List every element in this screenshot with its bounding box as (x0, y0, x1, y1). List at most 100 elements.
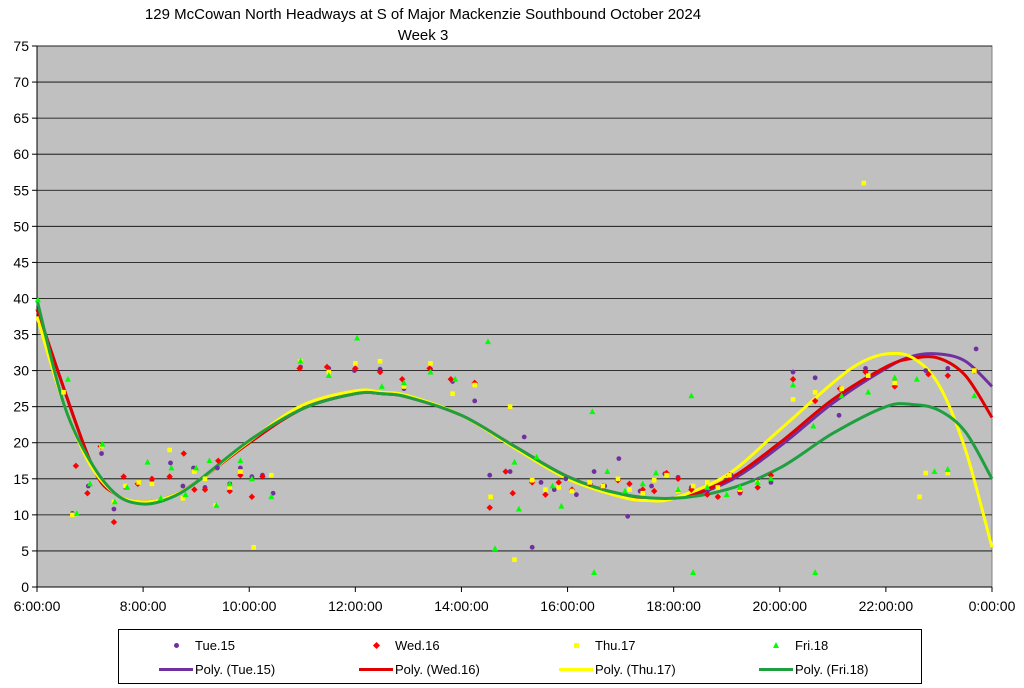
x-tick-label: 10:00:00 (222, 598, 277, 614)
point-fri18 (639, 480, 646, 487)
legend-item-tue15: Tue.15 (159, 635, 235, 655)
point-fri18 (378, 383, 385, 389)
point-thu17 (640, 490, 646, 496)
point-tue15 (270, 490, 276, 496)
legend-item-poly-wed16: Poly. (Wed.16) (359, 659, 480, 679)
point-fri18 (354, 334, 361, 341)
legend-item-poly-thu17: Poly. (Thu.17) (559, 659, 676, 679)
point-thu17 (865, 373, 871, 378)
point-fri18 (168, 464, 175, 471)
y-tick-label: 60 (13, 146, 29, 162)
point-tue15 (168, 460, 173, 466)
point-fri18 (790, 381, 797, 388)
point-tue15 (616, 456, 622, 462)
y-tick-label: 5 (21, 543, 29, 559)
point-fri18 (157, 494, 164, 501)
point-thu17 (715, 485, 721, 490)
point-thu17 (251, 545, 256, 550)
point-thu17 (428, 361, 433, 366)
point-thu17 (543, 487, 548, 492)
point-fri18 (511, 458, 518, 465)
point-fri18 (484, 338, 491, 345)
point-wed16 (862, 368, 869, 376)
y-tick-label: 75 (13, 38, 29, 54)
point-fri18 (325, 372, 332, 379)
point-thu17 (917, 494, 922, 500)
point-tue15 (836, 412, 842, 418)
point-wed16 (651, 487, 658, 495)
point-tue15 (507, 469, 513, 474)
point-wed16 (674, 475, 682, 482)
point-wed16 (296, 365, 303, 372)
point-fri18 (913, 375, 920, 382)
point-fri18 (111, 498, 118, 505)
point-wed16 (447, 376, 455, 383)
point-thu17 (136, 480, 141, 485)
point-thu17 (529, 477, 535, 483)
point-fri18 (736, 484, 743, 490)
point-wed16 (789, 376, 797, 383)
point-thu17 (123, 483, 128, 489)
point-thu17 (690, 483, 696, 489)
point-fri18 (931, 468, 938, 474)
point-tue15 (487, 472, 493, 478)
point-fri18 (810, 422, 817, 429)
point-thu17 (627, 487, 632, 492)
legend-marker-thu17 (574, 643, 579, 648)
x-tick-label: 18:00:00 (646, 598, 701, 614)
point-wed16 (148, 475, 156, 482)
point-thu17 (450, 391, 455, 396)
point-fri18 (297, 357, 304, 364)
point-fri18 (604, 468, 611, 474)
point-fri18 (944, 466, 951, 472)
point-thu17 (945, 470, 951, 476)
point-tue15 (591, 469, 597, 474)
point-wed16 (110, 518, 118, 526)
legend-item-wed16: Wed.16 (359, 635, 440, 655)
point-thu17 (238, 469, 243, 474)
point-wed16 (166, 473, 173, 480)
point-tue15 (573, 492, 579, 498)
point-thu17 (587, 480, 592, 485)
point-thu17 (651, 477, 657, 483)
point-tue15 (923, 368, 929, 373)
point-wed16 (639, 486, 646, 493)
legend-label-poly-wed16: Poly. (Wed.16) (395, 661, 480, 677)
point-thu17 (839, 386, 844, 391)
point-wed16 (180, 450, 187, 457)
legend-marker-wed16 (372, 641, 381, 650)
point-wed16 (688, 486, 695, 493)
legend-label-poly-tue15: Poly. (Tue.15) (195, 661, 276, 677)
point-tue15 (521, 434, 527, 440)
y-tick-label: 65 (13, 110, 29, 126)
point-tue15 (180, 483, 186, 489)
point-fri18 (64, 375, 71, 382)
point-thu17 (972, 368, 977, 373)
point-fri18 (492, 545, 499, 552)
point-thu17 (615, 476, 621, 482)
point-fri18 (838, 392, 845, 399)
point-thu17 (269, 472, 274, 478)
point-wed16 (201, 486, 209, 493)
plot-area (36, 45, 993, 588)
legend-item-thu17: Thu.17 (559, 635, 635, 655)
point-wed16 (215, 457, 222, 464)
point-wed16 (555, 479, 562, 486)
point-wed16 (542, 491, 549, 498)
point-fri18 (124, 484, 131, 490)
x-tick-label: 20:00:00 (753, 598, 808, 614)
point-fri18 (99, 440, 106, 447)
point-tue15 (649, 483, 654, 489)
point-fri18 (688, 392, 695, 399)
y-tick-label: 55 (13, 182, 29, 198)
point-fri18 (144, 458, 151, 465)
point-thu17 (812, 389, 818, 395)
point-tue15 (790, 369, 796, 375)
y-tick-label: 0 (21, 579, 29, 595)
point-fri18 (237, 457, 244, 464)
point-fri18 (73, 510, 80, 516)
point-tue15 (472, 398, 478, 404)
point-fri18 (652, 469, 659, 476)
x-tick-label: 22:00:00 (859, 598, 914, 614)
point-thu17 (192, 469, 197, 474)
